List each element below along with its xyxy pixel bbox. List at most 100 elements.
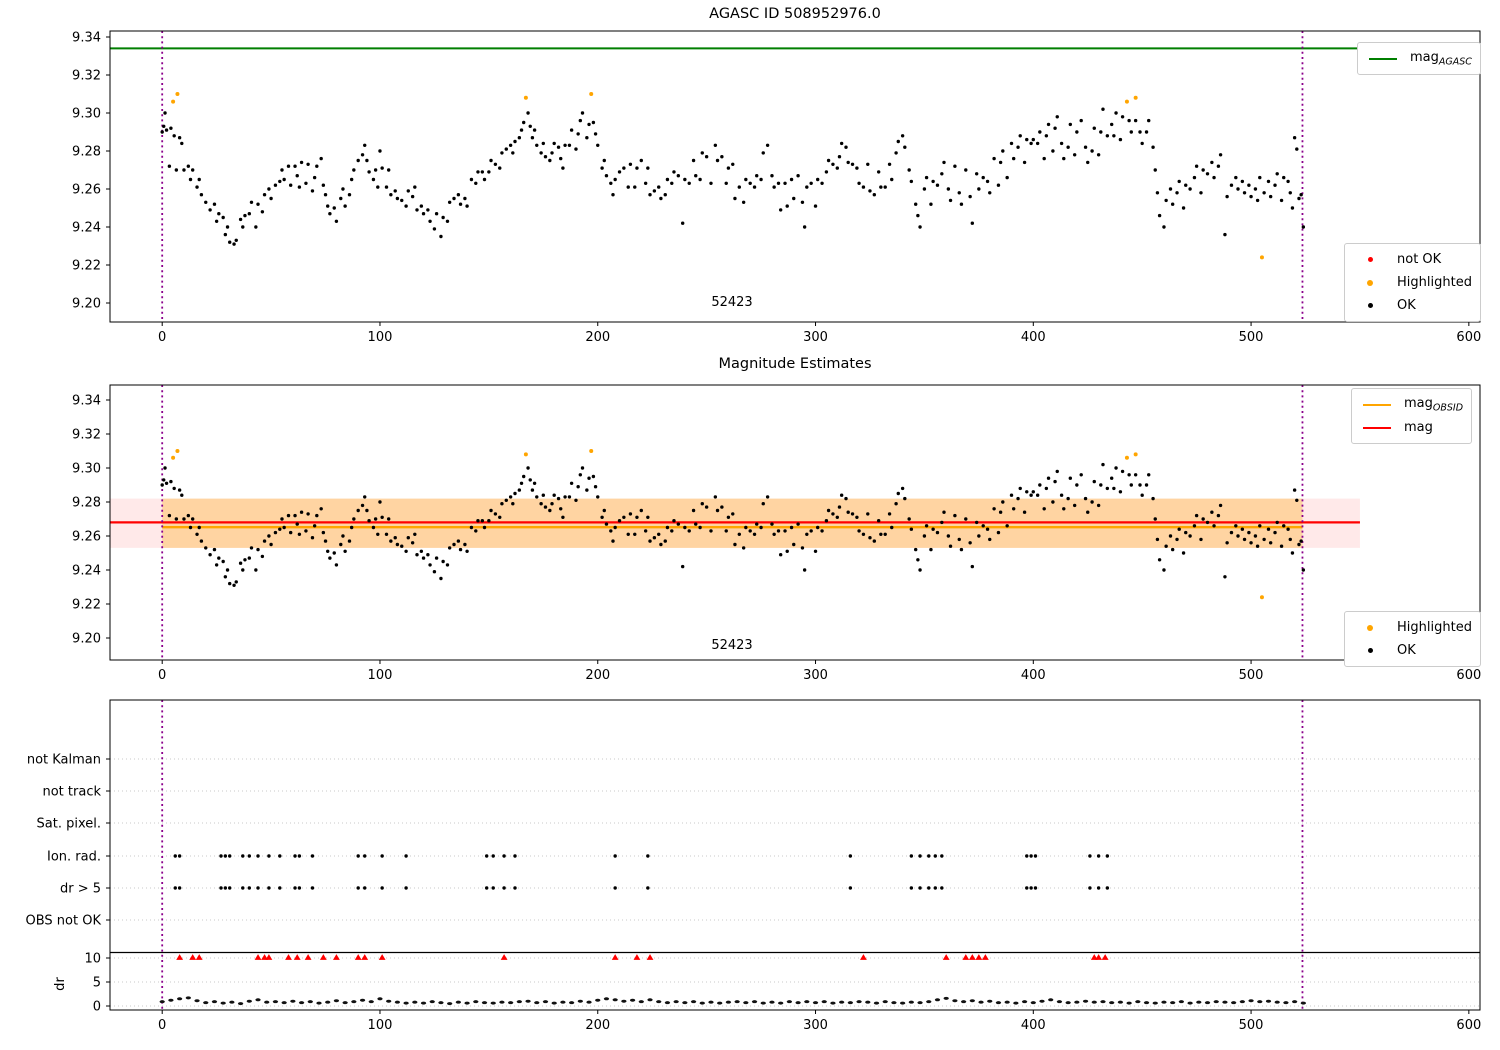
- ok-point: [922, 187, 927, 191]
- ok-point: [1184, 530, 1188, 535]
- ok-point: [913, 547, 918, 552]
- ok-point: [1005, 175, 1009, 180]
- ok-point: [441, 559, 445, 564]
- ok-point: [315, 164, 319, 168]
- ok-point: [223, 232, 228, 237]
- ok-point: [319, 156, 323, 161]
- ok-point: [182, 517, 186, 521]
- ok-point: [988, 191, 992, 195]
- ok-point: [593, 132, 598, 136]
- ok-point: [1086, 160, 1090, 165]
- ok-point: [223, 575, 228, 579]
- highlighted-marker-icon: [1355, 624, 1385, 631]
- ion-rad-point: [223, 854, 228, 858]
- ok-point: [1038, 483, 1042, 487]
- ok-point: [700, 151, 704, 155]
- ok-point: [576, 132, 580, 136]
- ok-point: [968, 194, 972, 199]
- ok-point: [959, 202, 964, 206]
- y-tick-label: 9.34: [72, 31, 101, 46]
- mag-line-swatch: [1362, 426, 1392, 429]
- ok-point: [384, 532, 389, 536]
- ok-point: [1240, 527, 1245, 531]
- ok-point: [918, 225, 922, 229]
- ok-point: [715, 508, 720, 513]
- ok-point: [809, 529, 813, 533]
- ok-point: [214, 219, 219, 223]
- ok-point: [1223, 575, 1227, 579]
- dr-gt5-point: [848, 886, 853, 890]
- dr-clipped-marker: [261, 954, 268, 960]
- y-tick-label: 9.32: [72, 428, 101, 443]
- ok-point: [741, 200, 746, 204]
- ok-point: [247, 212, 252, 216]
- ion-rad-point: [1033, 854, 1038, 858]
- dr-trace-point: [586, 1000, 592, 1004]
- legend-middle-markers: Highlighted OK: [1344, 611, 1481, 667]
- ok-point: [439, 576, 443, 581]
- ok-point: [456, 193, 461, 197]
- ok-point: [363, 143, 367, 147]
- ok-point: [872, 539, 877, 543]
- ok-point: [639, 508, 644, 513]
- ok-point: [1273, 183, 1277, 187]
- ok-point: [844, 496, 848, 501]
- ok-point: [1011, 507, 1016, 511]
- ok-point: [683, 177, 687, 182]
- dr-trace-point: [272, 1000, 279, 1004]
- ok-point: [602, 508, 606, 513]
- ok-point: [232, 242, 236, 246]
- dr-trace-point: [1039, 999, 1045, 1003]
- ok-point: [1288, 191, 1292, 195]
- x-tick-label: 500: [1239, 330, 1264, 345]
- dr-trace-point: [1196, 1000, 1202, 1004]
- ok-point: [1225, 194, 1229, 199]
- ok-point: [1262, 537, 1266, 542]
- ok-point: [367, 519, 371, 523]
- ok-point: [772, 185, 776, 189]
- ion-rad-point: [1105, 854, 1110, 858]
- ok-point: [1288, 537, 1292, 542]
- ion-rad-point: [247, 854, 252, 858]
- dr-tick-label: 0: [93, 1000, 101, 1015]
- ok-point: [988, 537, 992, 542]
- middle-plot-title: Magnitude Estimates: [718, 356, 872, 372]
- ok-point: [1009, 493, 1014, 497]
- highlighted-point: [523, 95, 528, 100]
- ok-point: [167, 164, 172, 168]
- dr-gt5-point: [267, 886, 271, 890]
- ok-point: [1155, 537, 1160, 542]
- dr-trace-point: [229, 1000, 235, 1004]
- dr-trace-point: [760, 1001, 766, 1005]
- ok-point: [349, 525, 354, 530]
- ok-point: [1018, 486, 1022, 491]
- ok-point: [1096, 153, 1101, 157]
- ok-point: [1262, 191, 1266, 195]
- ok-point: [269, 542, 273, 547]
- dr-gt5-point: [1096, 886, 1101, 890]
- dr-trace-point: [1004, 1000, 1010, 1004]
- ok-point: [752, 185, 757, 189]
- ok-point: [378, 500, 382, 504]
- ok-point: [315, 513, 319, 518]
- ok-point: [511, 502, 515, 506]
- ok-point: [1035, 141, 1040, 146]
- ok-point: [585, 488, 589, 492]
- ok-point: [609, 181, 613, 185]
- ok-point: [569, 481, 574, 485]
- ok-point: [724, 181, 728, 185]
- ok-point: [931, 179, 935, 184]
- ok-point: [957, 537, 961, 542]
- ok-point: [297, 185, 302, 189]
- ok-point: [680, 221, 685, 225]
- ok-point: [406, 189, 410, 193]
- ok-point: [1216, 513, 1221, 518]
- ok-point: [1168, 534, 1173, 538]
- ok-point: [981, 524, 985, 528]
- ion-rad-point: [219, 854, 223, 858]
- ok-point: [626, 532, 630, 536]
- ok-point: [1229, 530, 1234, 535]
- dr-gt5-point: [228, 886, 232, 890]
- dr-clipped-marker: [942, 954, 950, 960]
- ok-point: [567, 495, 572, 499]
